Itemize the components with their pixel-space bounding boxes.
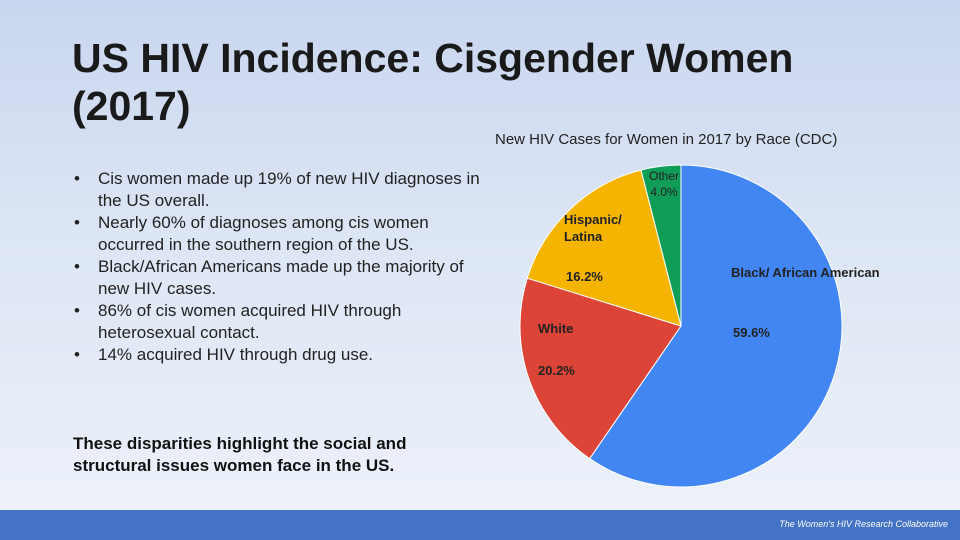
bullet-item: Nearly 60% of diagnoses among cis women …: [72, 212, 492, 256]
bullet-list: Cis women made up 19% of new HIV diagnos…: [72, 168, 492, 366]
slice-label-white-value: 20.2%: [538, 363, 575, 378]
slice-label-black-value: 59.6%: [733, 325, 770, 340]
bullet-item: 14% acquired HIV through drug use.: [72, 344, 492, 366]
slide-title: US HIV Incidence: Cisgender Women (2017): [72, 35, 794, 129]
pie-slice-hispanic-latina: [526, 169, 682, 327]
footer-bar: The Women's HIV Research Collaborative: [0, 510, 960, 540]
chart-title: New HIV Cases for Women in 2017 by Race …: [495, 131, 838, 148]
slice-label-other-name: Other: [648, 169, 679, 183]
pie-slice-black-african-american: [588, 164, 843, 488]
footer-note: These disparities highlight the social a…: [73, 434, 407, 475]
bullet-item: 86% of cis women acquired HIV through he…: [72, 300, 492, 344]
slice-label-other-value: 4.0%: [650, 185, 678, 199]
slice-label-hispanic-name: Hispanic/ Latina: [564, 212, 622, 244]
slice-label-white-name: White: [538, 321, 574, 336]
pie-slice-other: [640, 164, 682, 327]
credit-text: The Women's HIV Research Collaborative: [779, 519, 948, 529]
slice-label-black-name: Black/ African American: [731, 265, 880, 280]
bullet-item: Black/African Americans made up the majo…: [72, 256, 492, 300]
slice-label-hispanic-value: 16.2%: [566, 269, 603, 284]
pie-slice-white: [519, 277, 682, 460]
bullet-item: Cis women made up 19% of new HIV diagnos…: [72, 168, 492, 212]
